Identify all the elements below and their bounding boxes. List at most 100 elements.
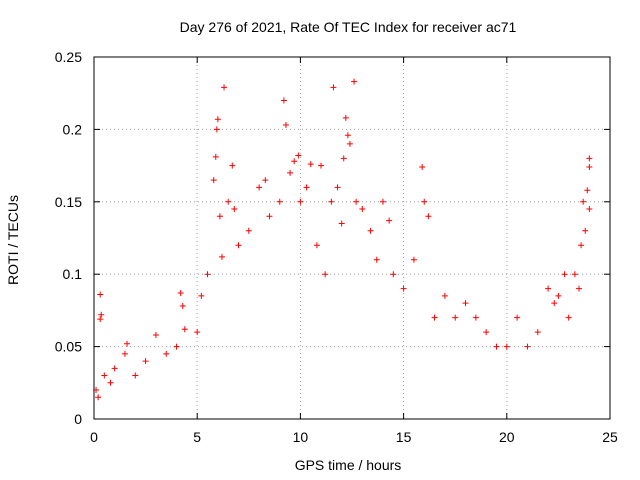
data-point (111, 365, 118, 372)
data-point (431, 314, 438, 321)
y-tick-label: 0.1 (63, 266, 83, 282)
data-points (93, 78, 593, 401)
x-tick-label: 10 (293, 429, 309, 445)
data-point (307, 161, 314, 168)
data-point (229, 162, 236, 169)
data-point (179, 303, 186, 310)
data-point (194, 329, 201, 336)
data-point (95, 394, 102, 401)
data-point (97, 316, 104, 323)
data-point (210, 177, 217, 184)
data-point (346, 140, 353, 147)
data-point (163, 350, 170, 357)
data-point (97, 291, 104, 298)
data-point (571, 271, 578, 278)
data-point (173, 343, 180, 350)
data-point (586, 206, 593, 213)
data-point (121, 350, 128, 357)
data-point (534, 329, 541, 336)
data-point (584, 187, 591, 194)
data-point (313, 242, 320, 249)
data-point (101, 372, 108, 379)
data-point (214, 116, 221, 123)
data-point (245, 227, 252, 234)
y-tick-label: 0 (74, 411, 82, 427)
data-point (291, 158, 298, 165)
data-point (287, 169, 294, 176)
data-point (218, 253, 225, 260)
data-point (297, 198, 304, 205)
x-tick-label: 20 (499, 429, 515, 445)
grid (94, 57, 610, 419)
data-point (462, 300, 469, 307)
data-point (472, 314, 479, 321)
data-point (551, 300, 558, 307)
data-point (262, 177, 269, 184)
data-point (342, 114, 349, 121)
data-point (419, 164, 426, 171)
data-point (359, 206, 366, 213)
data-point (328, 198, 335, 205)
y-tick-label: 0.05 (55, 339, 82, 355)
data-point (351, 78, 358, 85)
plot-frame (93, 56, 611, 420)
data-point (107, 379, 114, 386)
x-axis-label: GPS time / hours (295, 457, 402, 473)
data-point (338, 220, 345, 227)
data-point (576, 285, 583, 292)
data-point (98, 311, 105, 318)
data-point (212, 153, 219, 160)
data-point (580, 198, 587, 205)
data-point (503, 343, 510, 350)
data-point (93, 387, 100, 394)
data-point (132, 372, 139, 379)
data-point (379, 198, 386, 205)
y-tick-label: 0.2 (63, 121, 83, 137)
data-point (295, 152, 302, 159)
data-point (177, 290, 184, 297)
data-point (340, 155, 347, 162)
data-point (303, 184, 310, 191)
data-point (204, 271, 211, 278)
data-point (318, 162, 325, 169)
data-point (410, 256, 417, 263)
data-point (282, 122, 289, 129)
data-point (231, 206, 238, 213)
data-point (181, 326, 188, 333)
data-point (353, 198, 360, 205)
data-point (152, 332, 159, 339)
y-tick-label: 0.25 (55, 49, 82, 65)
data-point (142, 358, 149, 365)
data-point (578, 242, 585, 249)
data-point (266, 213, 273, 220)
data-point (322, 271, 329, 278)
x-tick-label: 0 (90, 429, 98, 445)
data-point (586, 155, 593, 162)
data-point (582, 227, 589, 234)
y-tick-label: 0.15 (55, 194, 82, 210)
data-point (452, 314, 459, 321)
data-point (225, 198, 232, 205)
data-point (390, 271, 397, 278)
data-point (344, 132, 351, 139)
data-point (555, 292, 562, 299)
data-point (367, 227, 374, 234)
data-point (373, 256, 380, 263)
data-point (493, 343, 500, 350)
data-point (280, 97, 287, 104)
data-point (561, 271, 568, 278)
data-point (334, 184, 341, 191)
x-tick-label: 15 (396, 429, 412, 445)
data-point (213, 126, 220, 133)
data-point (216, 213, 223, 220)
data-point (483, 329, 490, 336)
data-point (386, 217, 393, 224)
data-point (198, 292, 205, 299)
data-point (235, 242, 242, 249)
axis-ticks: 0 5 10 15 20 25 0 0.05 0.1 0.15 0.2 0.25 (55, 49, 618, 445)
data-point (545, 285, 552, 292)
data-point (276, 198, 283, 205)
data-point (256, 184, 263, 191)
data-point (330, 84, 337, 91)
